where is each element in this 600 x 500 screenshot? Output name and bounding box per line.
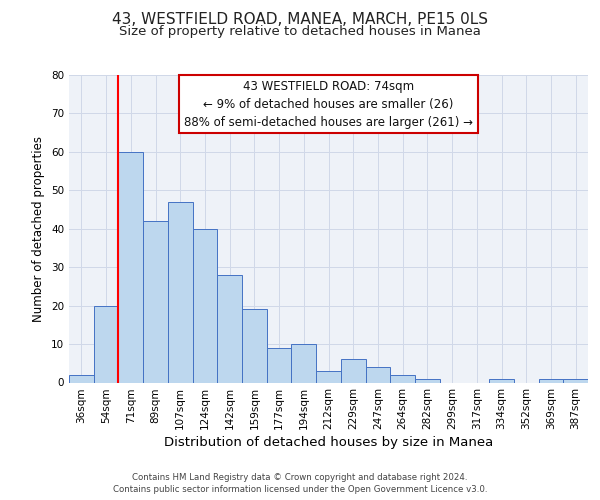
Bar — [292, 344, 316, 383]
Bar — [341, 360, 365, 382]
Bar — [415, 378, 440, 382]
Bar — [242, 310, 267, 382]
Text: Size of property relative to detached houses in Manea: Size of property relative to detached ho… — [119, 25, 481, 38]
Bar — [168, 202, 193, 382]
Bar — [489, 378, 514, 382]
Text: 43 WESTFIELD ROAD: 74sqm
← 9% of detached houses are smaller (26)
88% of semi-de: 43 WESTFIELD ROAD: 74sqm ← 9% of detache… — [184, 80, 473, 128]
Text: Contains HM Land Registry data © Crown copyright and database right 2024.: Contains HM Land Registry data © Crown c… — [132, 472, 468, 482]
Bar — [118, 152, 143, 382]
Bar — [316, 371, 341, 382]
Y-axis label: Number of detached properties: Number of detached properties — [32, 136, 46, 322]
Bar — [365, 367, 390, 382]
Bar — [217, 275, 242, 382]
Bar — [267, 348, 292, 382]
Text: 43, WESTFIELD ROAD, MANEA, MARCH, PE15 0LS: 43, WESTFIELD ROAD, MANEA, MARCH, PE15 0… — [112, 12, 488, 28]
Bar — [69, 375, 94, 382]
X-axis label: Distribution of detached houses by size in Manea: Distribution of detached houses by size … — [164, 436, 493, 450]
Bar — [539, 378, 563, 382]
Bar — [390, 375, 415, 382]
Bar — [193, 229, 217, 382]
Bar — [563, 378, 588, 382]
Bar — [94, 306, 118, 382]
Text: Contains public sector information licensed under the Open Government Licence v3: Contains public sector information licen… — [113, 485, 487, 494]
Bar — [143, 221, 168, 382]
